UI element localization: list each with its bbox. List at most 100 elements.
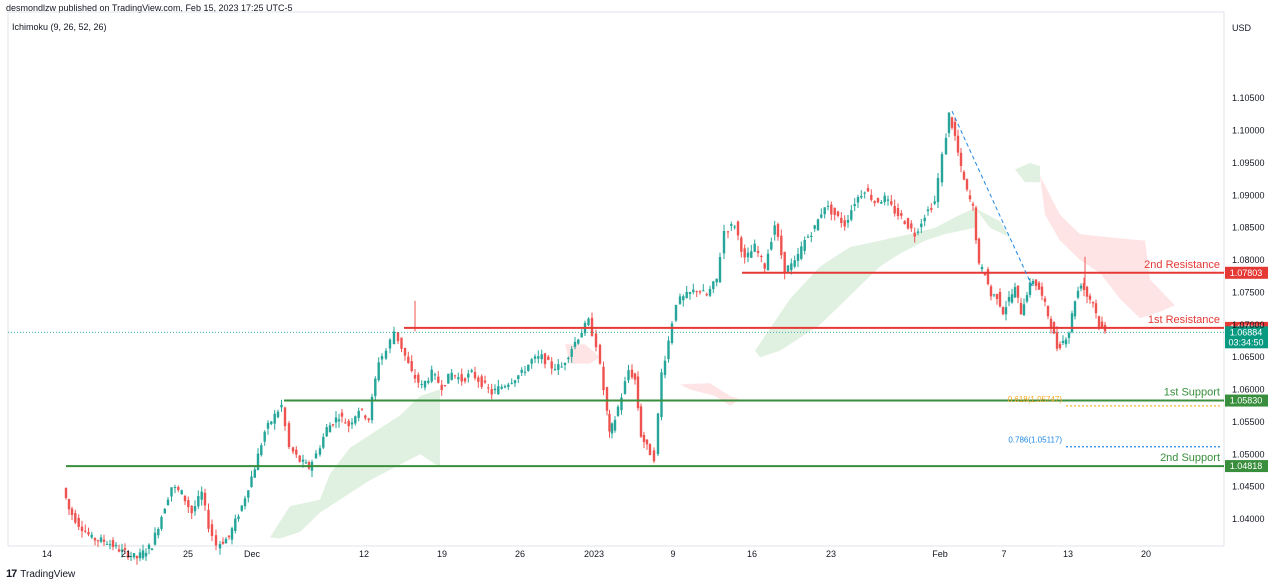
candle-body [413,374,417,379]
candle-body [642,435,646,443]
candle [190,505,193,519]
candle-body [318,448,322,455]
candle [602,361,605,396]
candle-body [810,235,813,237]
candle [74,509,77,525]
candle [325,424,328,437]
candle-body [135,555,139,559]
candle [1040,282,1044,301]
candle [291,446,295,455]
candle [388,338,392,354]
candle-body [567,357,570,360]
candle [126,550,130,560]
candle [170,487,173,502]
candle [347,419,350,433]
candle [243,495,247,510]
candle-body [573,341,577,347]
candle-body [746,252,750,258]
candle [1094,299,1098,319]
candle-body [692,289,695,293]
candle-body [763,263,766,269]
candle-body [971,203,975,206]
time-tick: 19 [437,549,447,559]
candle-body [733,226,736,228]
candle [660,368,663,421]
ichimoku-indicator-label[interactable]: Ichimoku (9, 26, 52, 26) [12,22,107,32]
candle-body [863,192,866,194]
candle [99,534,103,544]
candle-body [298,455,301,462]
candle [527,364,530,372]
candle-body [986,269,990,285]
level-price-badge [1225,394,1268,407]
candle-body [766,253,770,271]
candle [648,443,652,456]
candle [543,352,547,369]
candle-body [840,217,843,223]
candle [830,201,833,221]
candle-body [183,495,187,502]
candle-body [639,406,643,437]
candle-body [613,419,617,431]
candle-body [900,213,903,216]
candle [780,229,783,259]
candle-body [111,540,115,547]
tradingview-footer[interactable]: 17 TradingView [6,568,75,580]
candle [736,220,740,241]
candle [743,244,746,264]
candle [770,237,773,251]
candle-body [463,378,467,382]
candle [1058,341,1062,351]
candle [920,219,923,234]
candle-body [80,526,84,532]
candle [396,332,400,344]
candle [328,422,332,433]
time-tick: 21 [121,549,131,559]
candle-body [947,112,951,134]
candle [144,548,148,561]
candle [410,355,413,373]
candle-body [1013,287,1017,298]
candle [563,362,567,371]
candle-body [1058,344,1062,349]
candle-body [1055,332,1059,349]
time-tick: Feb [932,549,948,559]
candle-body [507,384,510,387]
fibonacci-levels: 0.618(1.05747) 0.786(1.05117) [951,110,1222,448]
candle [989,284,993,301]
candle-body [1016,285,1020,298]
candle [295,446,298,458]
candle [374,376,377,401]
candle-body [702,290,705,292]
candle-body [563,363,567,365]
price-tick: 1.09500 [1232,158,1265,168]
candle [1079,283,1083,292]
fib-trendline [951,110,1033,287]
candle-body [1061,340,1065,343]
candle-body [129,556,133,558]
candle-body [1028,282,1032,295]
candle [1031,278,1035,287]
candle-body [803,240,806,251]
candle-body [483,380,487,383]
candle [1001,306,1005,316]
candle [503,384,507,389]
candle [1037,281,1041,290]
candle-body [527,364,530,371]
candle-body [350,422,354,425]
candle [900,210,903,220]
candle-body [347,420,350,427]
candle-body [224,538,228,544]
candle [477,375,480,388]
candle [613,416,617,433]
candle [940,151,944,187]
candle-body [670,323,674,343]
candle [688,291,692,300]
candle [718,252,722,283]
tradingview-logo-icon: 17 [6,568,17,580]
candle-body [962,171,966,180]
candle-body [403,347,407,356]
candle [1049,316,1053,334]
candle [350,418,354,429]
